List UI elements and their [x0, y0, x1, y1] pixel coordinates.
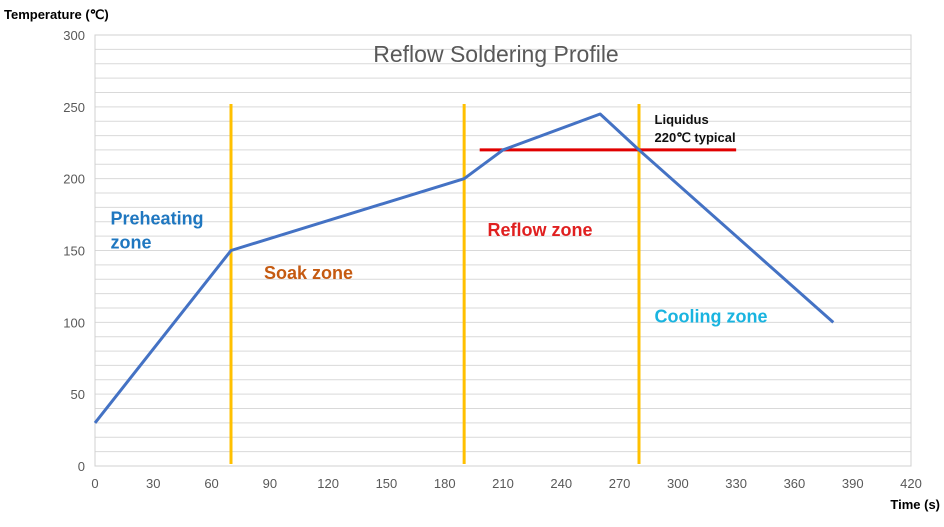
annotation-label: 220℃ typical — [655, 130, 736, 145]
y-axis-label: Temperature (℃) — [4, 7, 109, 22]
x-tick-label: 240 — [550, 476, 572, 491]
y-tick-label: 250 — [63, 100, 85, 115]
x-tick-label: 0 — [91, 476, 98, 491]
x-tick-label: 90 — [263, 476, 277, 491]
temperature-series-line — [93, 112, 835, 424]
y-tick-label: 150 — [63, 244, 85, 259]
gridlines — [95, 48, 911, 453]
annotation-label: Preheating — [111, 209, 204, 229]
annotation-label: Liquidus — [655, 112, 709, 127]
tick-labels: 0 50 100 150 200 250 300 0 30 60 90 120 150 180 210 240… — [63, 28, 922, 491]
y-tick-label: 0 — [78, 459, 85, 474]
y-tick-label: 200 — [63, 172, 85, 187]
annotation-label: Reflow zone — [487, 220, 592, 240]
x-tick-label: 150 — [376, 476, 398, 491]
x-tick-label: 60 — [204, 476, 218, 491]
plot-area — [94, 34, 912, 467]
x-tick-label: 180 — [434, 476, 456, 491]
x-tick-label: 210 — [492, 476, 514, 491]
annotations: Preheating zone Soak zone Reflow zone Coolin… — [111, 112, 768, 326]
x-tick-label: 330 — [725, 476, 747, 491]
y-tick-label: 300 — [63, 28, 85, 43]
x-tick-label: 300 — [667, 476, 689, 491]
annotation-label: Soak zone — [264, 263, 353, 283]
zone-boundaries — [229, 103, 641, 464]
x-tick-label: 120 — [317, 476, 339, 491]
x-tick-label: 30 — [146, 476, 160, 491]
chart-title: Reflow Soldering Profile — [373, 41, 618, 67]
annotation-label: zone — [111, 233, 152, 253]
x-axis-label: Time (s) — [890, 497, 940, 512]
annotation-label: Cooling zone — [655, 306, 768, 326]
y-tick-label: 50 — [71, 387, 85, 402]
x-tick-label: 390 — [842, 476, 864, 491]
y-tick-label: 100 — [63, 315, 85, 330]
x-tick-label: 420 — [900, 476, 922, 491]
x-tick-label: 360 — [784, 476, 806, 491]
x-tick-label: 270 — [609, 476, 631, 491]
